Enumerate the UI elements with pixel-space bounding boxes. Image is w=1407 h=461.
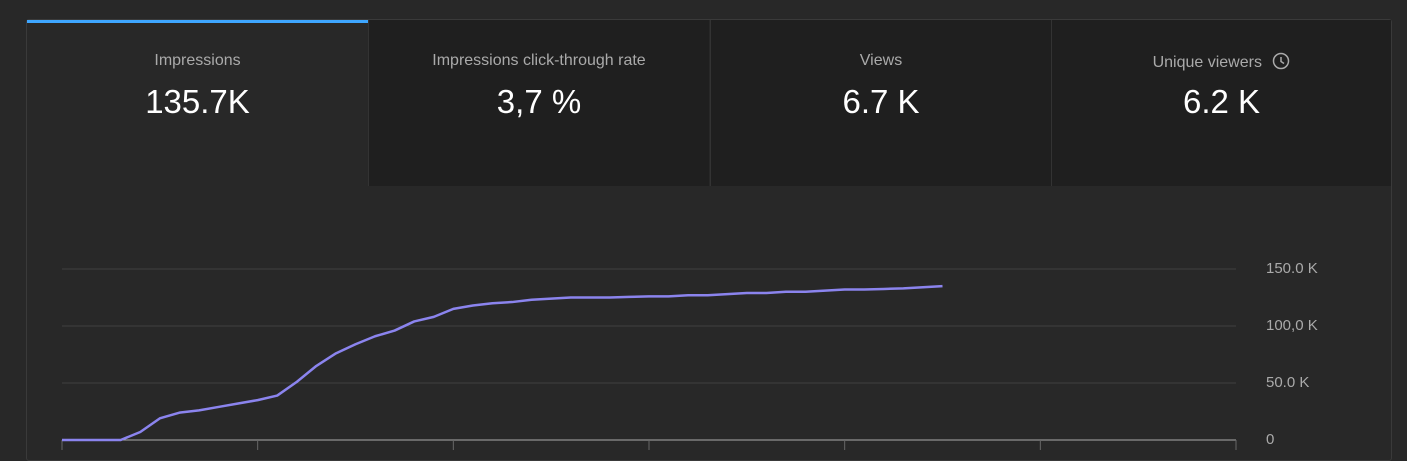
metric-value: 6.7 K: [842, 83, 920, 120]
analytics-card: Impressions 135.7K Impressions click-thr…: [26, 19, 1392, 461]
y-tick-label: 0: [1266, 431, 1274, 448]
y-tick-label: 50.0 K: [1266, 374, 1309, 391]
metric-tab[interactable]: Views 6.7 K: [710, 20, 1051, 186]
metric-tab[interactable]: Impressions click-through rate 3,7 %: [368, 20, 709, 186]
data-line: [62, 284, 943, 442]
metric-label: Unique viewers: [1052, 52, 1391, 72]
metric-label: Impressions: [154, 52, 241, 69]
metric-tab[interactable]: Unique viewers 6.2 K: [1051, 20, 1391, 186]
metric-value: 6.2 K: [1182, 83, 1261, 120]
metric-value: 135.7K: [145, 83, 250, 120]
metric-label: Views: [859, 52, 903, 69]
y-tick-label: 100,0 K: [1266, 317, 1318, 334]
y-tick-label: 150.0 K: [1266, 260, 1318, 277]
metric-label-text: Unique viewers: [1152, 54, 1262, 71]
metric-value: 3,7 %: [496, 83, 582, 120]
metric-label: Impressions click-through rate: [432, 52, 646, 69]
metric-tab[interactable]: Impressions 135.7K: [27, 20, 368, 186]
clock-icon[interactable]: [1272, 52, 1290, 70]
